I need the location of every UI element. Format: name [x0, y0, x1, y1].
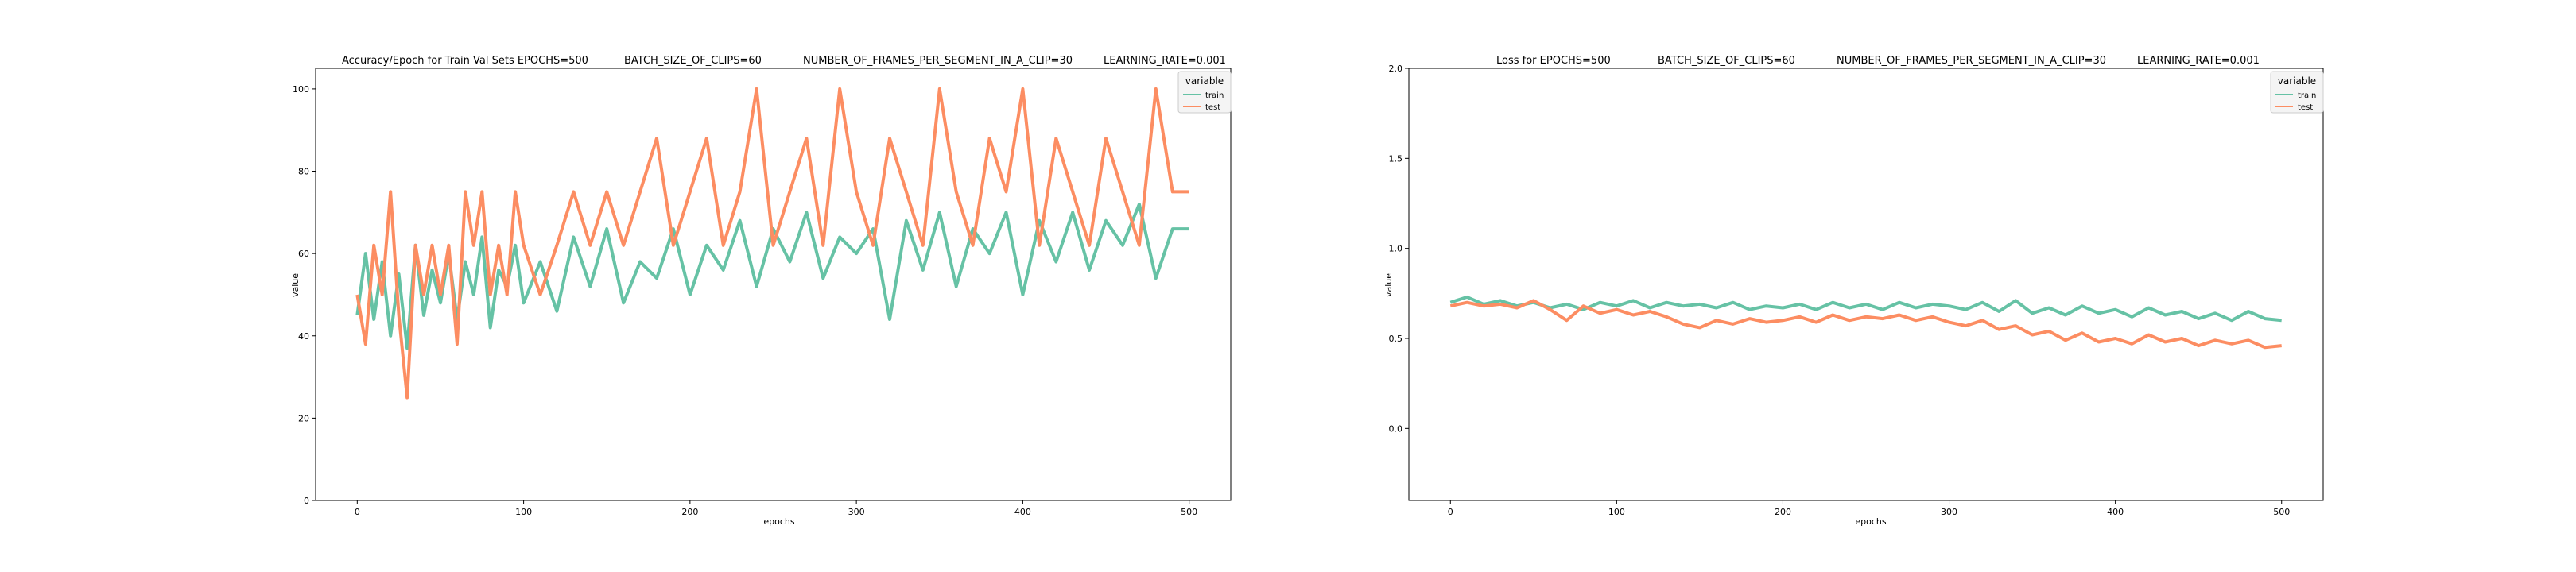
- accuracy-ytick-label: 20: [298, 413, 309, 423]
- accuracy-ylabel: value: [290, 273, 301, 297]
- loss-axes-frame: [1408, 68, 2324, 501]
- loss-xtick-label: 400: [2107, 507, 2124, 517]
- loss-chart: Loss for EPOCHS=500 BATCH_SIZE_OF_CLIPS=…: [1383, 55, 2324, 527]
- accuracy-series-test-line: [355, 87, 1189, 400]
- loss-ytick-label: 1.5: [1389, 153, 1403, 164]
- loss-xtick-label: 500: [2273, 507, 2290, 517]
- loss-xtick-label: 300: [1941, 507, 1957, 517]
- loss-xlabel: epochs: [1855, 516, 1886, 527]
- accuracy-chart: Accuracy/Epoch for Train Val Sets EPOCHS…: [290, 55, 1232, 527]
- loss-ytick-label: 2.0: [1389, 64, 1403, 74]
- accuracy-subtitle-batch: BATCH_SIZE_OF_CLIPS=60: [624, 55, 762, 67]
- accuracy-ytick-label: 60: [298, 249, 309, 259]
- loss-legend-title: variable: [2278, 75, 2316, 87]
- accuracy-legend-test-label: test: [1205, 103, 1220, 112]
- loss-subtitle-batch: BATCH_SIZE_OF_CLIPS=60: [1658, 55, 1795, 67]
- loss-series-test-line: [1449, 299, 2282, 350]
- loss-legend-box: [2270, 71, 2324, 114]
- accuracy-ytick-label: 100: [293, 84, 309, 95]
- accuracy-axes-frame: [315, 68, 1232, 501]
- loss-legend: variable train test: [2270, 71, 2324, 114]
- loss-plot-area: 0 100 200 300 400 500 0.0 0.5 1.0 1.5 2.0: [1389, 64, 2324, 517]
- accuracy-ytick-label: 40: [298, 331, 309, 342]
- loss-xtick-label: 0: [1448, 507, 1453, 517]
- loss-xtick-label: 200: [1775, 507, 1791, 517]
- loss-legend-train-label: train: [2298, 91, 2316, 100]
- accuracy-legend: variable train test: [1177, 71, 1232, 114]
- accuracy-xtick-label: 500: [1181, 507, 1197, 517]
- loss-ytick-label: 0.0: [1389, 423, 1403, 434]
- loss-ytick-label: 1.0: [1389, 244, 1403, 254]
- loss-legend-test-label: test: [2298, 103, 2313, 112]
- accuracy-ytick-label: 0: [304, 496, 309, 506]
- accuracy-xtick-label: 400: [1014, 507, 1031, 517]
- loss-subtitle-frames: NUMBER_OF_FRAMES_PER_SEGMENT_IN_A_CLIP=3…: [1837, 55, 2106, 67]
- accuracy-legend-box: [1177, 71, 1232, 114]
- accuracy-xlabel: epochs: [763, 516, 794, 527]
- loss-title: Loss for EPOCHS=500: [1496, 55, 1611, 67]
- accuracy-series-train-line: [355, 203, 1189, 350]
- accuracy-legend-title: variable: [1185, 75, 1224, 87]
- loss-ytick-label: 0.5: [1389, 334, 1403, 344]
- accuracy-title: Accuracy/Epoch for Train Val Sets EPOCHS…: [342, 55, 588, 67]
- accuracy-ytick-label: 80: [298, 167, 309, 177]
- loss-subtitle-lr: LEARNING_RATE=0.001: [2137, 55, 2260, 67]
- accuracy-subtitle-lr: LEARNING_RATE=0.001: [1104, 55, 1226, 67]
- loss-ylabel: value: [1383, 273, 1394, 297]
- loss-xtick-label: 100: [1608, 507, 1625, 517]
- accuracy-xtick-label: 200: [681, 507, 698, 517]
- accuracy-xtick-label: 100: [515, 507, 532, 517]
- accuracy-subtitle-frames: NUMBER_OF_FRAMES_PER_SEGMENT_IN_A_CLIP=3…: [803, 55, 1073, 67]
- accuracy-legend-train-label: train: [1205, 91, 1224, 100]
- accuracy-xtick-label: 300: [848, 507, 865, 517]
- accuracy-xtick-label: 0: [355, 507, 360, 517]
- accuracy-plot-area: 0 100 200 300 400 500 0 20 40 60 80 100: [293, 68, 1232, 517]
